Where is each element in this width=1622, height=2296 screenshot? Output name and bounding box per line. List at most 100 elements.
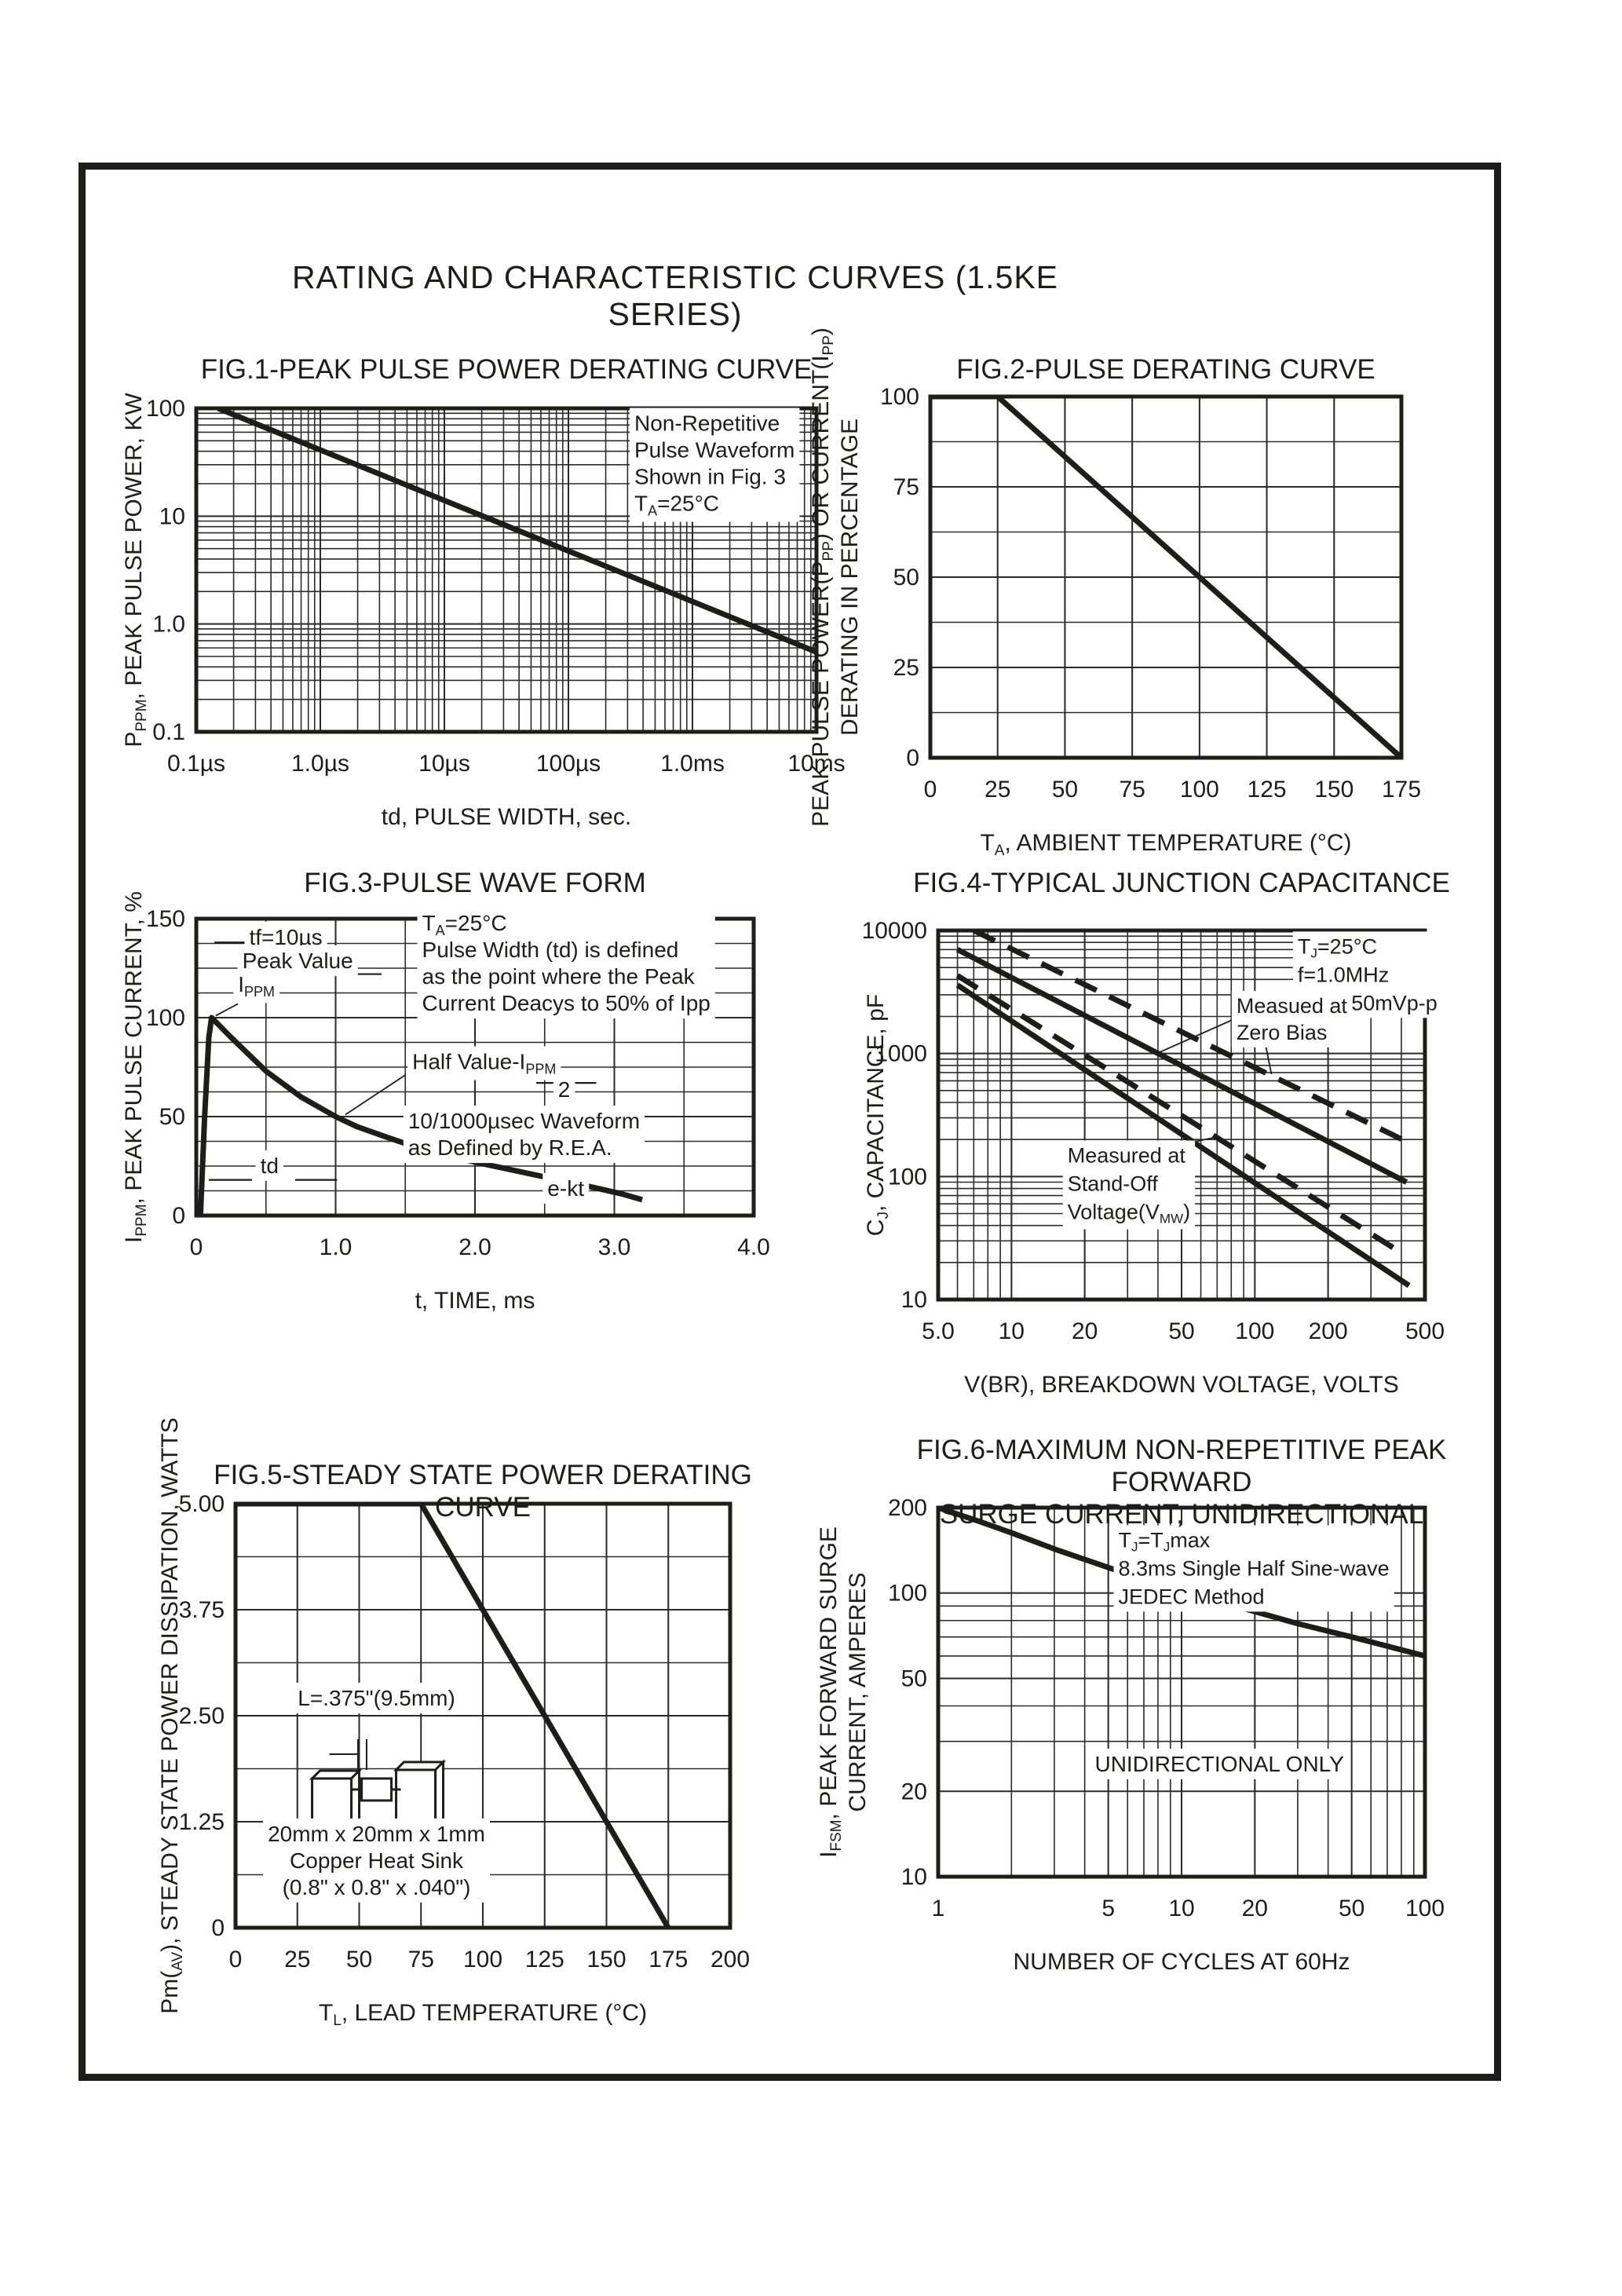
svg-text:Current Deacys to 50% of Ipp: Current Deacys to 50% of Ipp xyxy=(422,991,711,1015)
svg-text:Shown in Fig. 3: Shown in Fig. 3 xyxy=(634,465,786,489)
svg-text:IFSM, PEAK FORWARD SURGE: IFSM, PEAK FORWARD SURGE xyxy=(816,1526,845,1858)
svg-text:(0.8" x 0.8" x .040"): (0.8" x 0.8" x .040") xyxy=(283,1875,471,1899)
svg-text:Stand-Off: Stand-Off xyxy=(1068,1172,1159,1195)
svg-text:50: 50 xyxy=(1339,1896,1364,1921)
svg-text:Measured at: Measured at xyxy=(1068,1143,1186,1167)
svg-text:3.75: 3.75 xyxy=(179,1597,225,1623)
svg-text:CJ, CAPACITANCE, pF: CJ, CAPACITANCE, pF xyxy=(863,994,892,1236)
svg-text:3.0: 3.0 xyxy=(598,1234,631,1260)
svg-text:Copper Heat Sink: Copper Heat Sink xyxy=(290,1848,464,1873)
svg-text:5.00: 5.00 xyxy=(179,1491,225,1517)
svg-text:TL, LEAD TEMPERATURE (°C): TL, LEAD TEMPERATURE (°C) xyxy=(319,2000,647,2029)
figure-5-title: FIG.5-STEADY STATE POWER DERATING CURVE xyxy=(214,1460,752,1523)
svg-text:100: 100 xyxy=(880,384,919,410)
svg-text:50: 50 xyxy=(901,1665,927,1691)
figure-6-title: FIG.6-MAXIMUM NON-REPETITIVE PEAK FORWAR… xyxy=(916,1435,1447,1530)
svg-text:100: 100 xyxy=(1405,1896,1445,1921)
svg-text:100µs: 100µs xyxy=(536,751,601,777)
svg-text:Non-Repetitive: Non-Repetitive xyxy=(634,411,780,436)
svg-text:20mm x 20mm x 1mm: 20mm x 20mm x 1mm xyxy=(268,1822,485,1846)
svg-text:IPPM: IPPM xyxy=(238,972,275,1000)
svg-text:f=1.0MHz: f=1.0MHz xyxy=(1298,963,1389,986)
svg-text:0.1: 0.1 xyxy=(152,719,185,745)
svg-text:JEDEC Method: JEDEC Method xyxy=(1119,1585,1265,1608)
svg-text:50: 50 xyxy=(893,565,919,590)
svg-text:L=.375"(9.5mm): L=.375"(9.5mm) xyxy=(298,1686,455,1710)
svg-text:0: 0 xyxy=(229,1947,243,1972)
page-title: RATING AND CHARACTERISTIC CURVES (1.5KE … xyxy=(291,259,1059,332)
svg-text:PEAK PULSE POWER(PPP) OR CURRE: PEAK PULSE POWER(PPP) OR CURRENT(IPP) xyxy=(808,327,837,827)
svg-text:CURRENT, AMPERES: CURRENT, AMPERES xyxy=(845,1572,871,1812)
svg-text:TA=25°C: TA=25°C xyxy=(422,911,507,938)
svg-text:25: 25 xyxy=(284,1947,310,1972)
svg-text:5: 5 xyxy=(1101,1896,1115,1921)
svg-text:tf=10µs: tf=10µs xyxy=(249,925,322,949)
svg-text:10/1000µsec Waveform: 10/1000µsec Waveform xyxy=(408,1109,640,1133)
svg-text:IPPM, PEAK PULSE CURRENT, %: IPPM, PEAK PULSE CURRENT, % xyxy=(121,891,150,1243)
svg-text:2.0: 2.0 xyxy=(458,1234,491,1260)
svg-text:Pulse Waveform: Pulse Waveform xyxy=(634,438,795,462)
svg-text:100: 100 xyxy=(463,1947,502,1972)
svg-text:2: 2 xyxy=(558,1077,571,1102)
svg-text:20: 20 xyxy=(1072,1318,1098,1344)
svg-text:50: 50 xyxy=(346,1947,372,1972)
svg-text:100: 100 xyxy=(1180,777,1219,803)
svg-text:e-kt: e-kt xyxy=(547,1176,584,1201)
svg-text:20: 20 xyxy=(901,1779,927,1804)
svg-text:TJ=TJmax: TJ=TJmax xyxy=(1119,1528,1211,1554)
figure-4-title: FIG.4-TYPICAL JUNCTION CAPACITANCE xyxy=(913,868,1450,898)
svg-text:200: 200 xyxy=(888,1495,927,1521)
svg-text:0: 0 xyxy=(211,1915,225,1941)
svg-text:0: 0 xyxy=(906,745,919,771)
svg-text:TJ=25°C: TJ=25°C xyxy=(1298,934,1377,960)
figure-1-title: FIG.1-PEAK PULSE POWER DERATING CURVE xyxy=(200,354,813,385)
svg-text:10: 10 xyxy=(159,503,185,529)
svg-text:100: 100 xyxy=(888,1164,927,1190)
svg-text:td, PULSE WIDTH, sec.: td, PULSE WIDTH, sec. xyxy=(382,804,631,830)
svg-text:10: 10 xyxy=(999,1318,1025,1344)
svg-text:V(BR), BREAKDOWN VOLTAGE, VOLT: V(BR), BREAKDOWN VOLTAGE, VOLTS xyxy=(964,1372,1398,1398)
svg-text:100: 100 xyxy=(146,1005,185,1031)
svg-text:75: 75 xyxy=(893,474,919,500)
svg-text:Zero Bias: Zero Bias xyxy=(1237,1021,1328,1044)
svg-text:1.0: 1.0 xyxy=(320,1234,353,1260)
svg-text:0: 0 xyxy=(924,777,937,803)
svg-text:175: 175 xyxy=(648,1947,688,1972)
svg-text:1.0µs: 1.0µs xyxy=(291,751,349,777)
figure-3-title: FIG.3-PULSE WAVE FORM xyxy=(304,868,646,898)
svg-text:50: 50 xyxy=(1052,777,1078,803)
svg-text:Pulse Width (td) is defined: Pulse Width (td) is defined xyxy=(422,938,679,962)
svg-text:as Defined by R.E.A.: as Defined by R.E.A. xyxy=(408,1135,612,1160)
svg-text:2.50: 2.50 xyxy=(179,1703,225,1729)
figure-2-title: FIG.2-PULSE DERATING CURVE xyxy=(956,354,1375,385)
svg-text:50: 50 xyxy=(159,1104,185,1130)
svg-text:0: 0 xyxy=(172,1203,185,1229)
svg-text:75: 75 xyxy=(408,1947,434,1972)
svg-text:TA=25°C: TA=25°C xyxy=(634,492,719,519)
svg-text:100: 100 xyxy=(146,396,185,422)
figure-2-chart-pulse-derating: 0 25 50 75 100 125 150 175 0 25 50 75 100 TA, AMBIENT… xyxy=(808,327,1421,859)
svg-text:10: 10 xyxy=(901,1864,927,1890)
svg-text:75: 75 xyxy=(1119,777,1145,803)
svg-text:8.3ms Single Half Sine-wave: 8.3ms Single Half Sine-wave xyxy=(1119,1556,1390,1580)
svg-text:150: 150 xyxy=(586,1947,626,1972)
svg-text:as the point where the Peak: as the point where the Peak xyxy=(422,964,696,989)
svg-text:1.0: 1.0 xyxy=(152,612,185,638)
svg-text:10ms: 10ms xyxy=(787,751,845,777)
svg-text:200: 200 xyxy=(711,1947,750,1972)
svg-text:100: 100 xyxy=(888,1581,927,1607)
svg-text:NUMBER OF CYCLES AT 60Hz: NUMBER OF CYCLES AT 60Hz xyxy=(1014,1949,1350,1975)
svg-text:0.1µs: 0.1µs xyxy=(167,751,225,777)
page-border xyxy=(79,163,1501,2081)
svg-text:Measued at: Measued at xyxy=(1237,994,1348,1018)
svg-text:10: 10 xyxy=(1168,1896,1194,1921)
svg-text:t, TIME, ms: t, TIME, ms xyxy=(415,1288,535,1314)
svg-text:25: 25 xyxy=(985,777,1010,803)
svg-text:PPPM, PEAK PULSE POWER, KW: PPPM, PEAK PULSE POWER, KW xyxy=(121,393,150,748)
svg-text:1.0ms: 1.0ms xyxy=(660,751,725,777)
svg-text:10000: 10000 xyxy=(862,918,927,944)
svg-text:Pm(AV), STEADY STATE POWER DIS: Pm(AV), STEADY STATE POWER DISSIPATION, … xyxy=(157,1417,186,2014)
